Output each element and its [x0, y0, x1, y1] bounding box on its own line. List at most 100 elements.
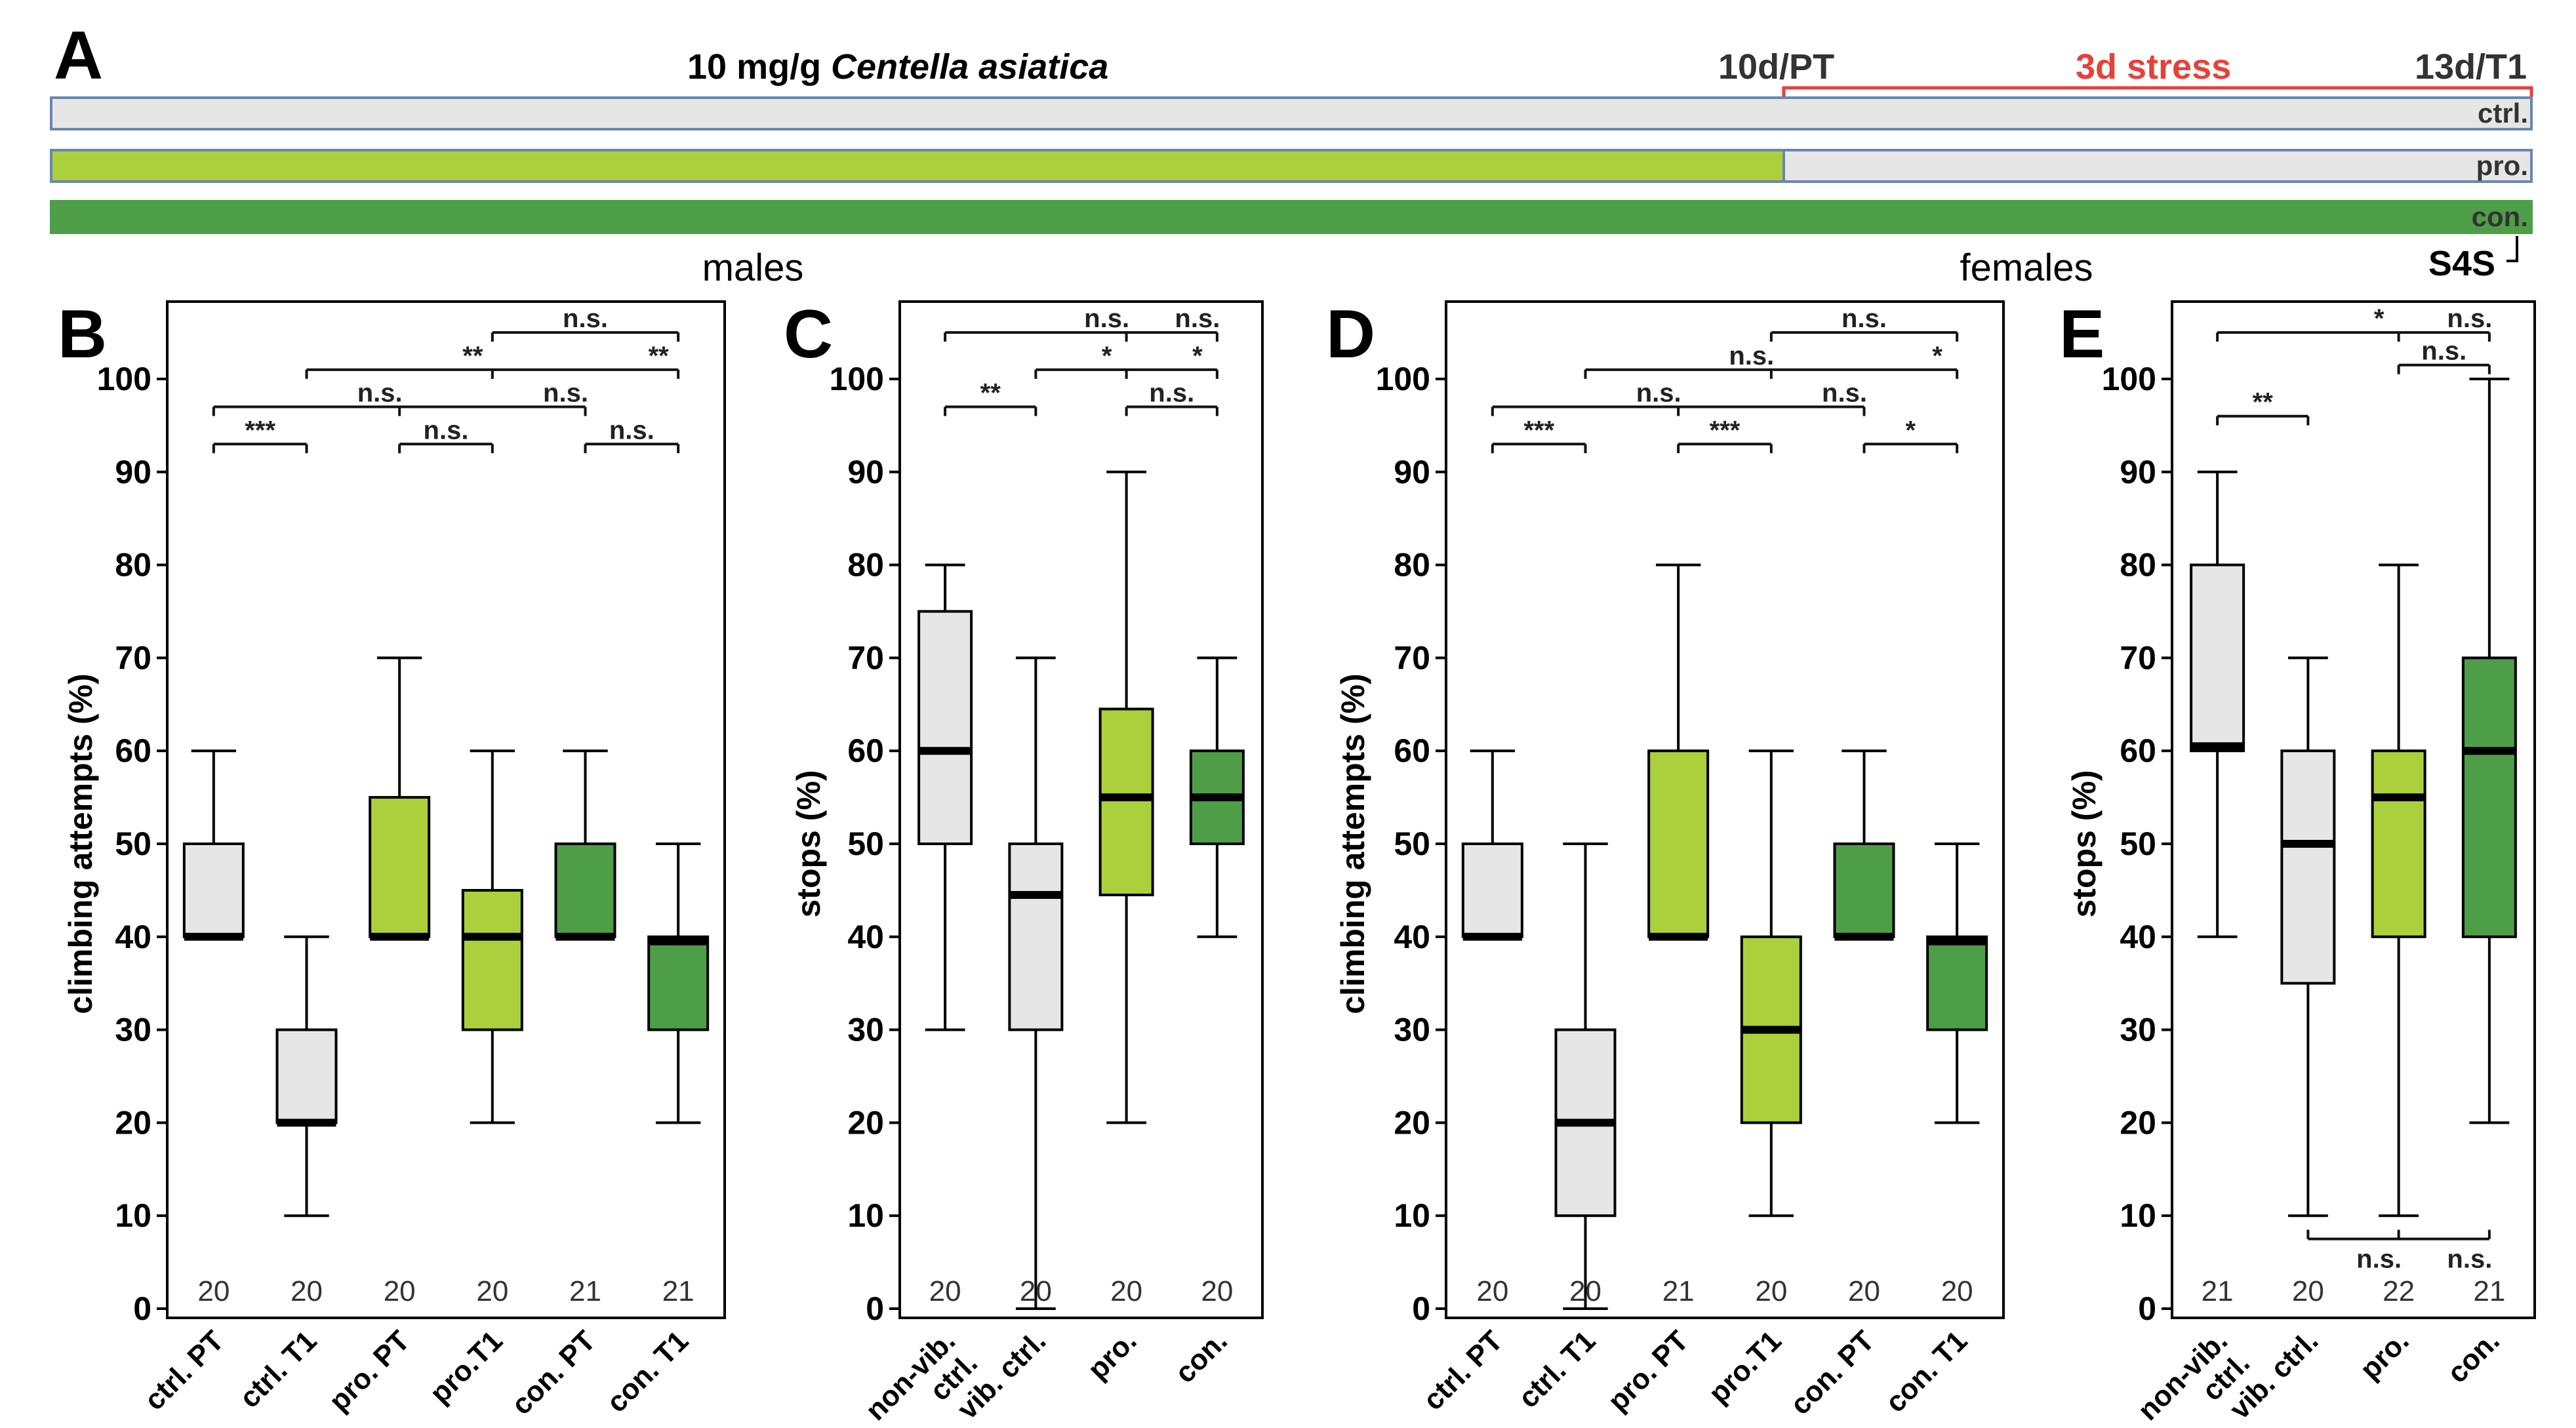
timeline-panel: A 10 mg/g Centella asiatica 10d/PT 3d st…	[50, 18, 2533, 283]
iqr-box	[1008, 843, 1064, 1031]
significance-label: *	[1192, 342, 1203, 370]
panel-letter-b: B	[58, 296, 107, 372]
ctrl-timeline-bar	[50, 96, 2533, 130]
iqr-box	[554, 843, 616, 938]
y-tick-label: 60	[115, 732, 151, 769]
significance-label: *	[1906, 416, 1916, 445]
significance-label: n.s.	[2421, 337, 2466, 366]
significance-bracket: ***	[1677, 416, 1773, 454]
iqr-box	[275, 1028, 338, 1124]
plot-frame	[1445, 300, 2005, 1319]
y-tick-label: 80	[847, 547, 884, 584]
x-tick-label: pro.	[1081, 1324, 1142, 1385]
x-tick-label: ctrl. T1	[233, 1324, 323, 1414]
significance-label: *	[1102, 342, 1112, 370]
con-timeline-bar	[50, 200, 2533, 234]
pt-timepoint-label: 10d/PT	[1718, 47, 1834, 87]
x-tick-label: ctrl. T1	[1512, 1324, 1602, 1414]
y-tick-label: 10	[115, 1197, 151, 1234]
y-tick-label: 10	[1394, 1197, 1430, 1234]
y-tick-label: 10	[2120, 1197, 2156, 1234]
x-tick-label: con.	[1169, 1324, 1234, 1389]
y-tick-label: 90	[115, 454, 151, 490]
x-tick-label: con. T1	[601, 1324, 695, 1419]
significance-bracket: n.s. n.s.	[944, 304, 1220, 342]
y-tick-label: 50	[115, 825, 151, 862]
sample-size-label: 22	[2383, 1275, 2415, 1307]
y-tick-label: 80	[115, 547, 151, 584]
significance-bracket: n.s.	[491, 304, 680, 342]
treatment-label: 10 mg/g Centella asiatica	[687, 47, 1108, 87]
significance-label: n.s.	[1149, 379, 1194, 408]
y-tick-label: 70	[847, 639, 884, 676]
females-section-label: females	[1960, 247, 2093, 289]
significance-label: ***	[1523, 416, 1554, 445]
significance-label: n.s.	[2447, 1245, 2492, 1274]
panel-e-female-stops: E 0 10 20 30 40 50 60 70 80 90 100 stops (%) 21 20 22 21…	[2059, 296, 2536, 1427]
significance-label: *	[1932, 342, 1942, 370]
iqr-box	[2280, 749, 2336, 985]
x-tick-label: pro.	[2354, 1324, 2415, 1385]
stress-period-label: 3d stress	[2076, 47, 2231, 87]
sample-size-label: 20	[1201, 1275, 1233, 1307]
box-ctrl-0	[917, 563, 973, 1031]
sample-size-label: 20	[384, 1275, 416, 1307]
y-axis-label: climbing attempts (%)	[62, 673, 99, 1014]
significance-bracket: n.s. *	[1584, 342, 1959, 379]
panel-c-male-stops: C 0 10 20 30 40 50 60 70 80 90 100 stops (%) 20 20 20 20…	[784, 296, 1264, 1427]
stress-period-bracket	[1782, 86, 2533, 97]
iqr-box	[182, 843, 245, 938]
y-tick-label: 90	[2120, 454, 2156, 490]
iqr-box	[917, 610, 973, 845]
x-tick-label: pro.T1	[424, 1324, 509, 1410]
sample-size-label: 20	[291, 1275, 323, 1307]
box-ctrl-0	[2190, 470, 2245, 938]
sample-size-label: 21	[2473, 1275, 2505, 1307]
y-tick-label: 60	[1394, 732, 1430, 769]
significance-bracket: n.s.	[2397, 337, 2491, 374]
significance-label: n.s.	[1636, 379, 1681, 408]
y-tick-label: 80	[2120, 547, 2156, 584]
significance-bracket: * n.s.	[2216, 304, 2492, 342]
t1-timepoint-label: 13d/T1	[2415, 47, 2527, 87]
y-tick-label: 100	[1376, 361, 1430, 397]
significance-bracket: *	[1862, 416, 1959, 454]
significance-label: n.s.	[563, 304, 608, 333]
significance-label: ***	[1710, 416, 1741, 445]
sample-size-label: 20	[1569, 1275, 1601, 1307]
x-tick-label: ctrl. PT	[138, 1324, 230, 1416]
significance-label: n.s.	[1175, 304, 1220, 333]
sample-size-label: 20	[1941, 1275, 1973, 1307]
box-con-4	[554, 749, 616, 941]
significance-label: n.s.	[2447, 304, 2492, 333]
significance-label: n.s.	[1729, 342, 1774, 370]
y-tick-label: 20	[1394, 1104, 1430, 1141]
sample-size-label: 20	[1848, 1275, 1880, 1307]
significance-label: n.s.	[1822, 379, 1867, 408]
significance-label: **	[2253, 388, 2274, 417]
iqr-box	[369, 796, 431, 938]
iqr-box	[1098, 707, 1154, 896]
y-axis-label: stops (%)	[790, 770, 827, 918]
sample-size-label: 21	[2202, 1275, 2234, 1307]
y-tick-label: 60	[847, 732, 884, 769]
iqr-box	[1833, 843, 1895, 938]
significance-bracket: n.s.	[398, 416, 494, 454]
iqr-box	[647, 935, 710, 1031]
y-tick-label: 30	[2120, 1012, 2156, 1048]
x-tick-label: con. PT	[1784, 1324, 1881, 1421]
significance-bracket: n.s.	[1769, 304, 1959, 342]
significance-label: n.s.	[2356, 1245, 2402, 1274]
panel-letter-e: E	[2059, 296, 2104, 372]
x-tick-label: con. PT	[506, 1324, 602, 1421]
iqr-box	[1926, 935, 1988, 1031]
sample-size-label: 21	[569, 1275, 601, 1307]
significance-bracket: n.s. n.s.	[212, 379, 588, 416]
box-pro-3	[1740, 749, 1802, 1218]
y-tick-label: 50	[2120, 825, 2156, 862]
y-tick-label: 10	[847, 1197, 884, 1234]
box-con-4	[1833, 749, 1895, 941]
y-axis-label: climbing attempts (%)	[1335, 673, 1371, 1014]
iqr-box	[461, 888, 523, 1031]
